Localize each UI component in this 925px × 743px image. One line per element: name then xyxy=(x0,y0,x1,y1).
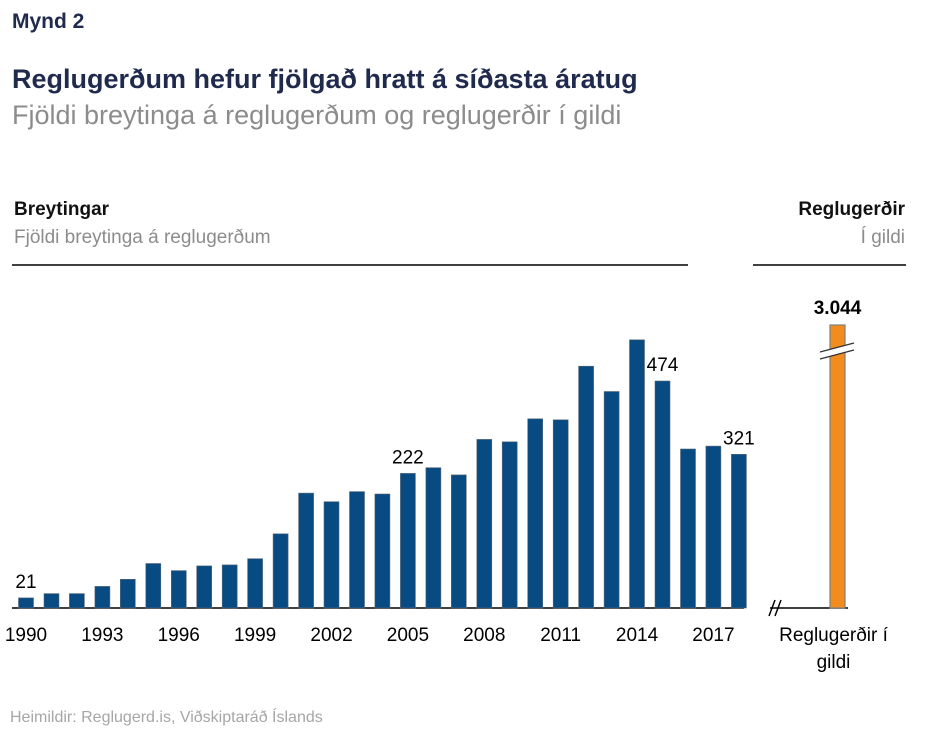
bar-2006 xyxy=(425,467,442,609)
bar-1991 xyxy=(43,593,60,609)
right-panel-heading: Reglugerðir xyxy=(798,199,905,220)
bar-2011 xyxy=(552,419,569,609)
bar-2016 xyxy=(680,448,696,609)
bar-2003 xyxy=(349,491,365,609)
bar-2005 xyxy=(400,473,416,609)
x-tick-label-1993: 1993 xyxy=(81,625,123,646)
total-category-label-line-2: gildi xyxy=(817,652,851,673)
bar-2017 xyxy=(705,445,722,609)
bar-2000 xyxy=(272,533,289,609)
total-layer: 3.044 Reglugerðir í gildi xyxy=(768,298,889,673)
right-panel-subheading: Í gildi xyxy=(860,227,905,248)
bar-2010 xyxy=(527,418,544,609)
x-tick-label-2011: 2011 xyxy=(540,625,581,646)
bar-2013 xyxy=(603,391,620,609)
total-value-label: 3.044 xyxy=(814,298,862,319)
bar-2002 xyxy=(323,501,340,609)
x-tick-label-2017: 2017 xyxy=(692,625,734,646)
data-label-2018: 321 xyxy=(723,428,755,449)
bar-1995 xyxy=(145,563,162,609)
bar-break-gap xyxy=(820,343,854,359)
source-note: Heimildir: Reglugerd.is, Viðskiptaráð Ís… xyxy=(10,709,323,726)
data-label-2015: 474 xyxy=(647,355,679,376)
bars-layer xyxy=(12,339,747,609)
bar-2014 xyxy=(629,339,645,609)
x-tick-label-2014: 2014 xyxy=(616,625,659,646)
x-tick-label-1996: 1996 xyxy=(158,625,200,646)
chart-title: Reglugerðum hefur fjölgað hratt á síðast… xyxy=(12,64,638,94)
bar-2015 xyxy=(654,380,671,609)
bar-2012 xyxy=(578,365,594,609)
bar-1993 xyxy=(94,586,111,609)
data-label-2005: 222 xyxy=(392,447,424,468)
bar-2009 xyxy=(501,441,518,609)
labels-layer: 1990 1993 1996 1999 2002 2005 2008 2011 2014 2017… xyxy=(5,355,755,646)
bar-1999 xyxy=(247,558,263,609)
left-panel-heading: Breytingar xyxy=(14,199,110,220)
chart-subtitle: Fjöldi breytinga á reglugerðum og reglug… xyxy=(12,100,622,130)
x-tick-label-2002: 2002 xyxy=(310,625,352,646)
bar-1994 xyxy=(120,578,136,609)
total-category-label-line-1: Reglugerðir í xyxy=(779,625,888,646)
axis-break-mark-2 xyxy=(774,599,782,617)
bar-1997 xyxy=(196,565,212,609)
x-tick-label-1999: 1999 xyxy=(234,625,276,646)
figure-label: Mynd 2 xyxy=(12,10,85,33)
x-tick-label-1990: 1990 xyxy=(5,625,47,646)
bar-1996 xyxy=(171,570,187,609)
total-bar xyxy=(829,324,846,609)
x-tick-label-2008: 2008 xyxy=(463,625,505,646)
bar-2001 xyxy=(298,492,314,609)
x-tick-label-2005: 2005 xyxy=(387,625,429,646)
bar-2018 xyxy=(731,453,747,609)
bar-2004 xyxy=(374,493,391,609)
bar-2007 xyxy=(450,474,467,609)
bar-break-line-1 xyxy=(819,342,855,353)
bar-break-line-2 xyxy=(819,349,855,360)
bar-1990 xyxy=(18,597,34,609)
left-panel-subheading: Fjöldi breytinga á reglugerðum xyxy=(14,227,271,248)
bar-1992 xyxy=(69,593,85,609)
bar-2008 xyxy=(476,439,493,609)
data-label-1990: 21 xyxy=(15,572,36,593)
bar-1998 xyxy=(221,564,238,609)
axis-break-mark-1 xyxy=(768,599,776,617)
